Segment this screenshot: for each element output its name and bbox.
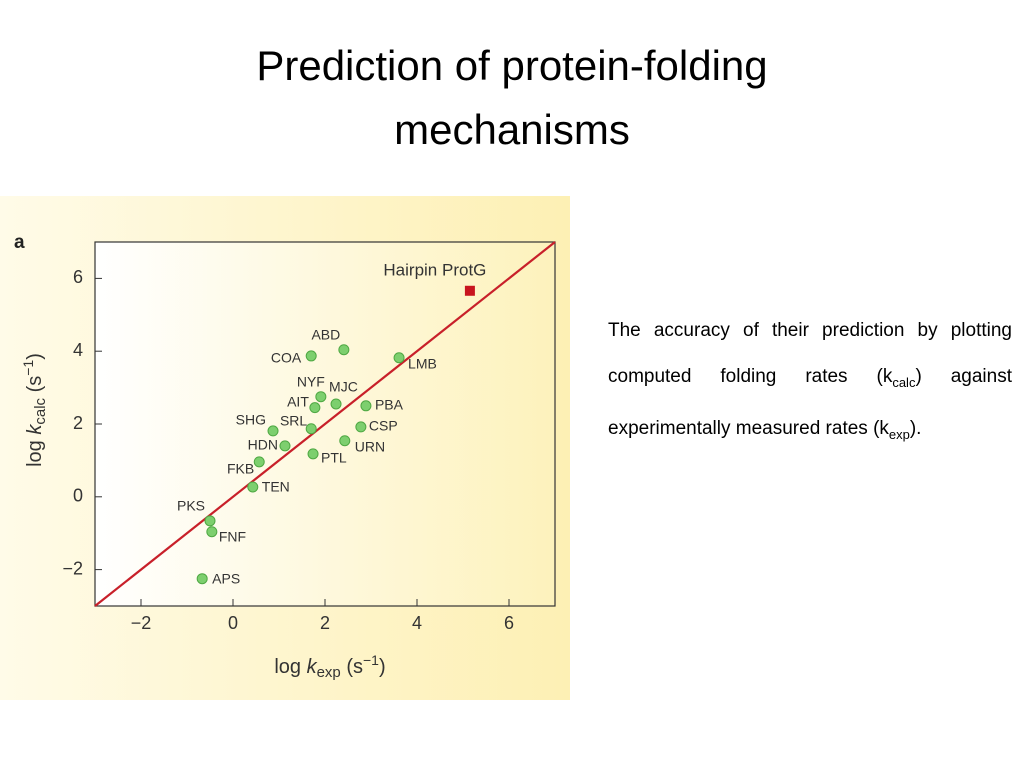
point xyxy=(307,448,319,460)
t: calc xyxy=(32,397,49,424)
point-label: FNF xyxy=(219,528,246,544)
point xyxy=(247,481,259,493)
chart: a log kexp (s−1) log kcalc (s−1) −2 0 2 4 6−… xyxy=(0,196,570,700)
point-label: NYF xyxy=(297,373,325,389)
point-label: TEN xyxy=(262,479,290,495)
t: (s xyxy=(341,656,363,678)
t: −1 xyxy=(363,652,379,668)
y-tick-label: 2 xyxy=(73,413,83,433)
x-tick-label: 0 xyxy=(228,613,238,633)
point-label: SRL xyxy=(280,412,307,428)
slide-title: Prediction of protein-folding mechanisms xyxy=(0,34,1024,162)
point xyxy=(339,435,351,447)
point xyxy=(204,515,216,527)
panel-label: a xyxy=(14,232,25,253)
point-label: ABD xyxy=(311,326,340,342)
y-tick-label: 6 xyxy=(73,267,83,287)
x-tick-label: −2 xyxy=(131,613,152,633)
point-label: HDN xyxy=(248,437,278,453)
x-tick-label: 2 xyxy=(320,613,330,633)
point-label: CSP xyxy=(369,418,398,434)
point xyxy=(393,352,405,364)
point xyxy=(206,526,218,538)
point-label: PTL xyxy=(321,450,347,466)
highlight-label: Hairpin ProtG xyxy=(383,260,486,279)
t: ) xyxy=(379,656,386,678)
subscript: calc xyxy=(892,374,916,390)
title-line: mechanisms xyxy=(394,106,630,153)
highlight-point xyxy=(464,285,475,296)
x-tick-label: 6 xyxy=(504,613,514,633)
t: exp xyxy=(317,664,341,681)
point xyxy=(360,400,372,412)
title-line: Prediction of protein-folding xyxy=(256,42,768,89)
point xyxy=(253,456,265,468)
point xyxy=(315,391,327,403)
point-label: APS xyxy=(212,570,240,586)
subscript: exp xyxy=(888,426,910,442)
point xyxy=(196,573,208,585)
point-label: MJC xyxy=(329,379,358,395)
t: k xyxy=(24,424,46,435)
y-axis-title: log kcalc (s−1) xyxy=(20,353,49,467)
text: The accuracy of their prediction by plot… xyxy=(608,320,1012,387)
point xyxy=(267,425,279,437)
caption: The accuracy of their prediction by plot… xyxy=(608,308,1012,458)
t: ) xyxy=(24,353,46,360)
point xyxy=(338,344,350,356)
point-label: LMB xyxy=(408,355,437,371)
point-label: URN xyxy=(355,438,385,454)
point-label: PKS xyxy=(177,498,205,514)
point xyxy=(305,423,317,435)
y-tick-label: 4 xyxy=(73,340,83,360)
y-tick-label: −2 xyxy=(62,558,83,578)
diagonal-line xyxy=(94,241,556,607)
point xyxy=(309,402,321,414)
text: ) against experimentally measured rates … xyxy=(608,366,1012,439)
point-label: COA xyxy=(271,350,302,366)
text: ). xyxy=(909,417,922,439)
t: log xyxy=(24,435,46,467)
x-tick-label: 4 xyxy=(412,613,422,633)
point-label: PBA xyxy=(375,397,404,413)
t: k xyxy=(307,656,318,678)
t: −1 xyxy=(20,360,36,376)
point-label: SHG xyxy=(236,412,266,428)
point xyxy=(355,421,367,433)
point xyxy=(279,440,291,452)
x-axis-title: log kexp (s−1) xyxy=(274,652,385,681)
point-label: AIT xyxy=(287,393,309,409)
y-tick-label: 0 xyxy=(73,486,83,506)
t: log xyxy=(274,656,306,678)
point xyxy=(305,350,317,362)
point-label: FKB xyxy=(227,461,254,477)
t: (s xyxy=(24,376,46,398)
point xyxy=(330,398,342,410)
